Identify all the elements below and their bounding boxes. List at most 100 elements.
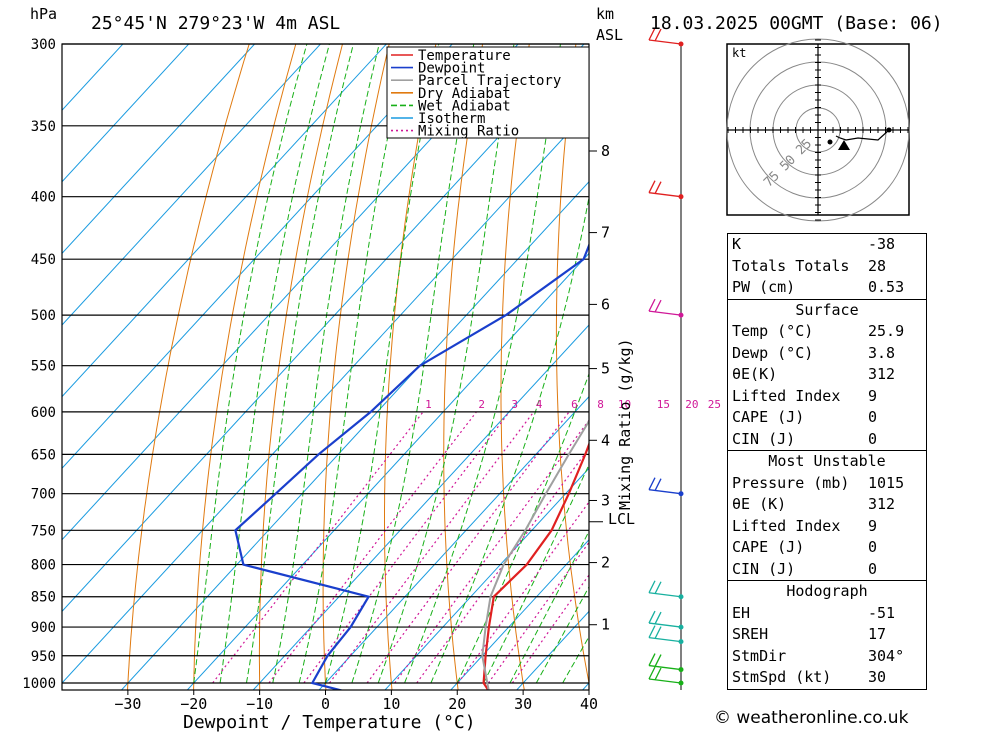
surface-row: Lifted Index 9 [728, 386, 926, 408]
wind-barb-shaft [648, 192, 682, 198]
pressure-tick-label: 400 [31, 190, 56, 206]
dry-adiabat-line [127, 44, 250, 690]
wind-barb-shaft [648, 489, 682, 495]
pressure-tick-label: 600 [31, 405, 56, 421]
stat-value: 9 [868, 516, 878, 535]
isotherm-line [62, 44, 453, 469]
most-unstable-row: CAPE (J) 0 [728, 537, 926, 559]
legend-entry: Parcel Trajectory [418, 73, 561, 89]
surface-title: Surface [795, 300, 859, 319]
wind-barb-feather [654, 299, 662, 313]
wind-barb-feather [654, 626, 662, 639]
mixing-ratio-line [511, 574, 589, 684]
dewpoint-line [234, 242, 589, 690]
dry-adiabat-line [193, 44, 297, 690]
wind-barb-feather [654, 667, 662, 681]
general-indices: K -38 Totals Totals 28 PW (cm) 0.53 [727, 233, 927, 300]
isotherm-line [62, 44, 322, 326]
pressure-tick-label: 1000 [22, 676, 56, 692]
stat-label: CIN (J) [732, 559, 796, 578]
legend-entry: Dry Adiabat [418, 86, 511, 102]
isotherm-line [62, 44, 388, 398]
x-tick-label: −20 [180, 695, 207, 713]
x-tick-label: 40 [580, 695, 598, 713]
most-unstable-title: Most Unstable [768, 452, 886, 470]
isotherm-line [62, 44, 256, 255]
mixing-ratio-label: 20 [685, 398, 698, 411]
x-tick-label: 20 [448, 695, 466, 713]
isotherm-line [318, 395, 589, 690]
isotherm-line [450, 539, 589, 690]
general-row: K -38 [728, 234, 926, 256]
dry-adiabat-line [947, 7, 1000, 709]
hodograph-trace [835, 129, 890, 141]
temperature-line [482, 441, 589, 690]
stats-panel: K -38 Totals Totals 28 PW (cm) 0.53 Surface T… [727, 233, 927, 690]
most-unstable-row: CIN (J) 0 [728, 559, 926, 581]
x-axis-label: Dewpoint / Temperature (°C) [183, 712, 476, 733]
stat-label: CAPE (J) [732, 538, 805, 556]
pressure-tick-label: 450 [31, 252, 56, 268]
asl-label: ASL [596, 26, 623, 44]
legend-entry: Mixing Ratio [418, 124, 519, 140]
stat-value: 25.9 [868, 322, 905, 340]
stat-label: PW (cm) [732, 278, 796, 296]
wind-barb-feather [648, 610, 656, 624]
wind-barb-feather [648, 27, 656, 41]
hodograph-title: Hodograph [786, 582, 868, 600]
dry-adiabat-line [322, 44, 390, 690]
pressure-tick-label: 650 [31, 447, 56, 463]
surface-row: CIN (J) 0 [728, 429, 926, 451]
wet-adiabat-line [430, 194, 589, 684]
stat-label: Pressure (mb) [732, 473, 850, 492]
mixing-ratio-label: 3 [511, 398, 518, 411]
stat-label: Lifted Index [732, 516, 841, 535]
pressure-tick-label: 500 [31, 308, 56, 324]
km-tick-label: 4 [601, 431, 610, 449]
pressure-tick-label: 300 [31, 37, 56, 53]
stat-value: 304° [868, 646, 905, 665]
pressure-tick-label: 950 [31, 649, 56, 665]
stat-value: 0.53 [868, 278, 905, 296]
wet-adiabat-line [246, 44, 354, 684]
wind-barb-feather [654, 611, 662, 625]
most-unstable-row: Pressure (mb) 1015 [728, 473, 926, 495]
wind-barb-shaft [648, 664, 682, 671]
mixing-ratio-axis-label: Mixing Ratio (g/kg) [616, 338, 634, 510]
km-tick-label: 2 [601, 554, 610, 572]
legend-box [386, 46, 590, 139]
stat-value: 1015 [868, 473, 905, 492]
x-tick-label: 30 [514, 695, 532, 713]
stat-label: StmDir [732, 646, 787, 665]
stat-value: -38 [868, 235, 896, 253]
x-tick-label: −10 [246, 695, 273, 713]
plot-frame [61, 43, 590, 691]
isotherm-line [384, 467, 589, 690]
wet-adiabat-line [298, 44, 408, 684]
wind-barb [648, 580, 682, 598]
wind-barb-shaft [648, 622, 682, 628]
mixing-ratio-line [394, 419, 589, 684]
wind-barb-feather [648, 666, 656, 680]
wet-adiabat-line [219, 44, 330, 684]
wet-adiabat-line [483, 463, 589, 684]
stat-label: θE(K) [732, 365, 778, 383]
date-label: 18.03.2025 00GMT (Base: 06) [650, 13, 943, 34]
stat-value: 312 [868, 365, 896, 383]
wind-barb-feather [654, 28, 662, 42]
hodograph-point [827, 139, 833, 145]
wind-barb [648, 666, 682, 684]
pressure-tick-label: 550 [31, 359, 56, 375]
surface-row: Dewp (°C) 3.8 [728, 343, 926, 365]
pressure-tick-label: 900 [31, 620, 56, 636]
mixing-ratio-line [366, 411, 570, 684]
wet-adiabat-line [535, 585, 589, 684]
wet-adiabat-line [456, 372, 589, 684]
isotherm-line [62, 44, 190, 183]
most-unstable-row: θE (K) 312 [728, 494, 926, 516]
parcel-trajectory-line [481, 419, 589, 690]
general-row: PW (cm) 0.53 [728, 277, 926, 299]
wind-barb-feather [648, 477, 656, 490]
x-tick-label: −30 [114, 695, 141, 713]
